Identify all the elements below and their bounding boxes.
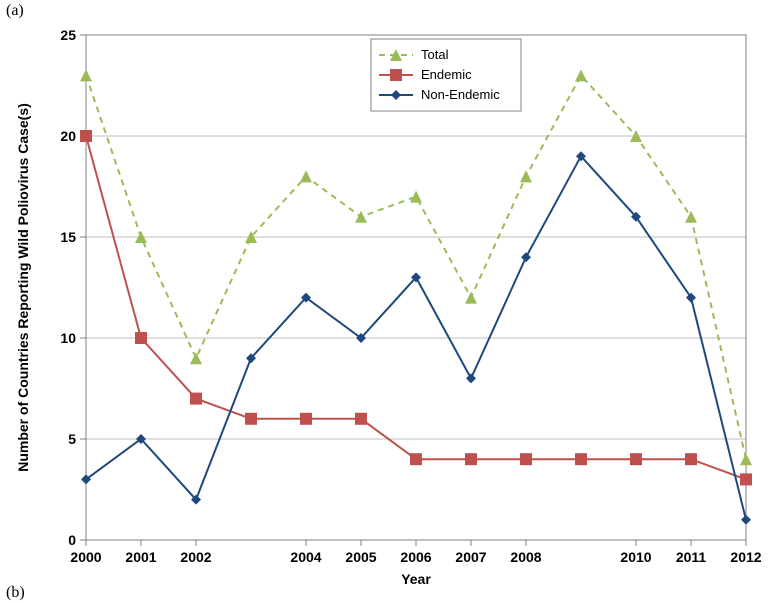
svg-text:2000: 2000	[70, 549, 101, 565]
svg-text:2007: 2007	[455, 549, 486, 565]
svg-text:2006: 2006	[400, 549, 431, 565]
marker-endemic	[630, 453, 642, 465]
svg-text:Non-Endemic: Non-Endemic	[421, 87, 500, 102]
marker-endemic	[740, 473, 752, 485]
marker-endemic	[190, 393, 202, 405]
svg-text:5: 5	[68, 431, 76, 447]
svg-text:2008: 2008	[510, 549, 541, 565]
marker-endemic	[135, 332, 147, 344]
svg-text:Endemic: Endemic	[421, 67, 472, 82]
svg-text:2004: 2004	[290, 549, 321, 565]
svg-text:0: 0	[68, 532, 76, 548]
marker-endemic	[410, 453, 422, 465]
marker-endemic	[300, 413, 312, 425]
marker-endemic	[465, 453, 477, 465]
svg-text:Year: Year	[401, 571, 431, 585]
svg-text:Number of Countries Reporting: Number of Countries Reporting Wild Polio…	[15, 103, 31, 472]
svg-text:10: 10	[60, 330, 76, 346]
svg-text:2011: 2011	[676, 549, 707, 565]
svg-text:20: 20	[60, 128, 76, 144]
marker-endemic	[575, 453, 587, 465]
svg-text:2010: 2010	[620, 549, 651, 565]
panel-label-a: (a)	[6, 2, 24, 20]
svg-text:25: 25	[60, 27, 76, 43]
marker-endemic	[245, 413, 257, 425]
svg-text:15: 15	[60, 229, 76, 245]
svg-text:2002: 2002	[180, 549, 211, 565]
marker-endemic	[80, 130, 92, 142]
marker-endemic	[520, 453, 532, 465]
polio-line-chart: 0 5 10 15 20 25 2000 2001 2002 2004 2005 2006 2007 20…	[6, 20, 766, 590]
svg-text:2012: 2012	[730, 549, 761, 565]
legend: Total Endemic Non-Endemic	[371, 39, 521, 111]
marker-endemic	[355, 413, 367, 425]
marker-endemic	[685, 453, 697, 465]
svg-text:2001: 2001	[125, 549, 156, 565]
svg-text:Total: Total	[421, 47, 449, 62]
svg-text:2005: 2005	[345, 549, 376, 565]
